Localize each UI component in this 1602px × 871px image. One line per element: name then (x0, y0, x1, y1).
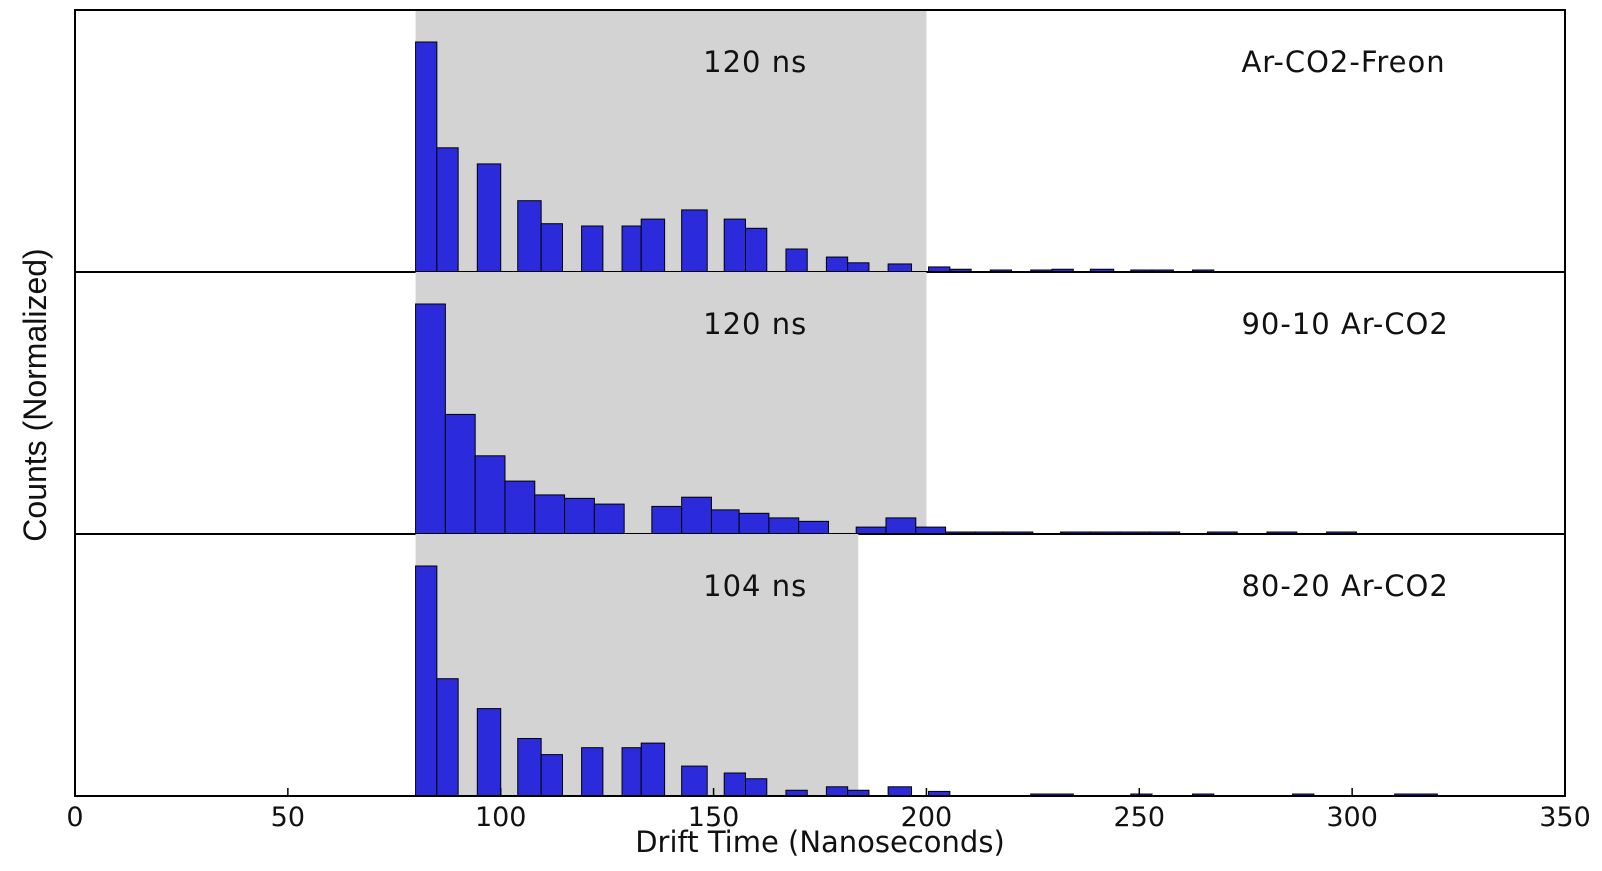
histogram-bar (885, 517, 917, 535)
histogram-bar (847, 262, 870, 273)
gas-mixture-label: 90-10 Ar-CO2 (1241, 307, 1448, 341)
histogram-bar (745, 778, 768, 797)
x-axis-title: Drift Time (Nanoseconds) (635, 825, 1005, 859)
histogram-bar (581, 225, 604, 273)
y-axis-title: Counts (Normalized) (17, 248, 53, 541)
gas-mixture-label: Ar-CO2-Freon (1241, 45, 1445, 79)
histogram-bar (723, 772, 747, 797)
panels-group: 120 ns Ar-CO2-Freon 120 ns 90-10 Ar-CO2 104 … (74, 9, 1566, 797)
x-tick-label: 250 (1114, 802, 1166, 833)
histogram-bar (517, 200, 542, 273)
plot-frame (74, 9, 1566, 797)
x-tick-label: 50 (271, 802, 305, 833)
histogram-bar (887, 263, 913, 273)
time-window-label: 104 ns (703, 569, 807, 603)
histogram-bar (504, 480, 536, 535)
x-tick-label: 0 (66, 802, 83, 833)
histogram-bar (581, 747, 604, 797)
histogram-bar (855, 526, 887, 535)
histogram-bar (540, 223, 563, 273)
histogram-bar (517, 738, 542, 797)
histogram-bar (738, 512, 770, 535)
histogram-bar (415, 303, 446, 535)
histogram-bar (825, 786, 849, 797)
histogram-bar (621, 225, 642, 273)
histogram-bar (436, 147, 459, 273)
histogram-bar (640, 218, 666, 273)
histogram-bar (651, 505, 683, 535)
histogram-bar (476, 708, 502, 797)
histogram-bar (745, 227, 768, 273)
panel-1: 120 ns Ar-CO2-Freon (75, 10, 1565, 273)
x-axis: 0 50 100 150 200 250 300 350 (66, 788, 1591, 833)
x-tick-label: 350 (1539, 802, 1591, 833)
histogram-bar (534, 494, 566, 535)
histogram-bar (768, 517, 800, 535)
x-tick-label: 200 (901, 802, 953, 833)
histogram-bar (540, 754, 563, 797)
histogram-bar (415, 41, 438, 273)
histogram-bar (681, 496, 712, 535)
histogram-bar (785, 248, 808, 273)
histogram-bar (710, 509, 740, 535)
histogram-bar (640, 742, 666, 797)
histogram-bar (564, 497, 595, 535)
time-window-label: 120 ns (703, 45, 807, 79)
panel-3: 104 ns 80-20 Ar-CO2 (75, 534, 1565, 797)
histogram-bar (436, 678, 459, 797)
x-tick-label: 150 (688, 802, 740, 833)
x-tick-label: 300 (1326, 802, 1378, 833)
histogram-bar (593, 503, 625, 535)
panel-2: 120 ns 90-10 Ar-CO2 (75, 272, 1565, 535)
histogram-bar (444, 413, 476, 535)
histogram-bar (681, 765, 708, 797)
histogram-bar (723, 218, 747, 273)
histogram-bar (915, 526, 947, 535)
histogram-bar (681, 209, 708, 273)
gas-mixture-label: 80-20 Ar-CO2 (1241, 569, 1448, 603)
x-tick-label: 100 (475, 802, 527, 833)
histogram-bar (887, 786, 913, 797)
histogram-bar (798, 520, 830, 535)
time-window-label: 120 ns (703, 307, 807, 341)
histogram-bar (415, 565, 438, 797)
histogram-bar (621, 747, 642, 797)
histogram-bar (476, 163, 502, 273)
histogram-bar (474, 455, 506, 535)
histogram-bar (825, 256, 849, 273)
